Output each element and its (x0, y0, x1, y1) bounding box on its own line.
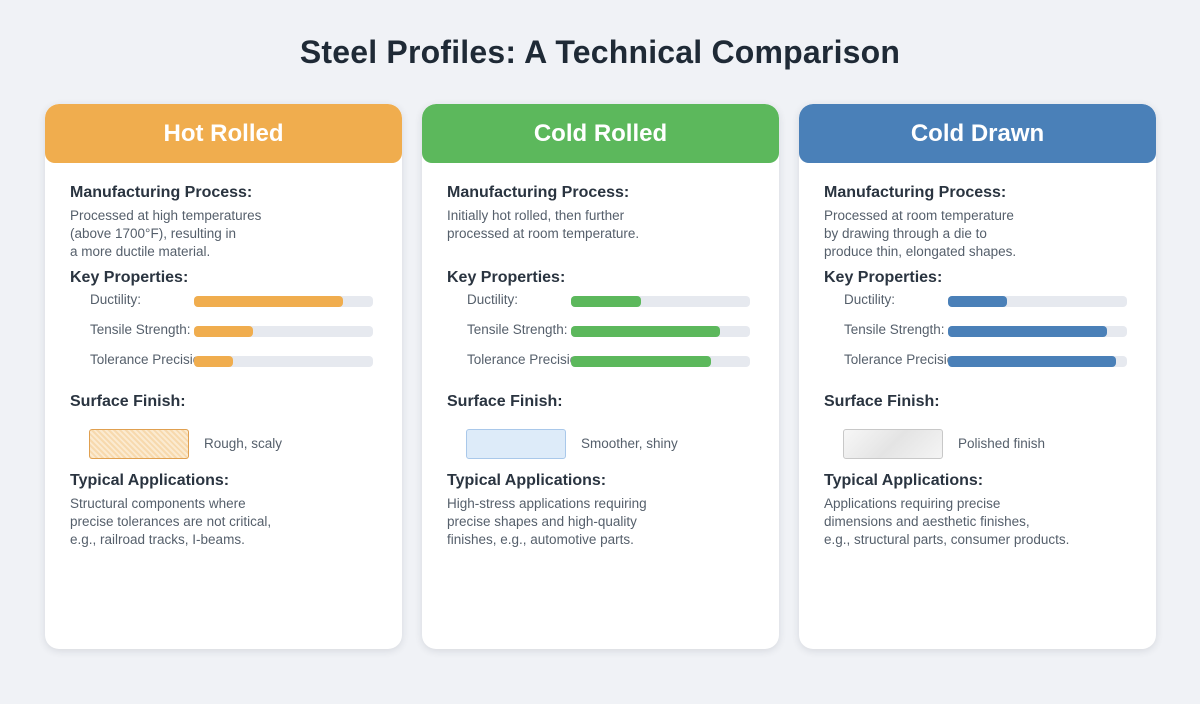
surface-swatch-rough (89, 429, 189, 459)
property-label: Ductility: (844, 292, 896, 307)
property-bar-fill (571, 326, 720, 337)
properties-heading: Key Properties: (447, 269, 566, 286)
card-hot-rolled: Hot Rolled Manufacturing Process: Proces… (45, 104, 402, 649)
property-bar-track (194, 356, 373, 367)
applications-text: High-stress applications requiring preci… (447, 496, 647, 547)
property-label: Tolerance Precision: (467, 352, 577, 367)
process-heading: Manufacturing Process: (824, 184, 1007, 201)
finish-heading: Surface Finish: (70, 393, 186, 410)
card-cold-rolled: Cold Rolled Manufacturing Process: Initi… (422, 104, 779, 649)
applications-text: Applications requiring precise dimension… (824, 496, 1070, 547)
property-tensile-strength: Tensile Strength: (90, 321, 375, 341)
property-bar-fill (571, 296, 641, 307)
process-text: Processed at room temperature by drawing… (824, 208, 1017, 259)
property-bar-track (571, 296, 750, 307)
property-bar-fill (948, 296, 1008, 307)
property-label: Tensile Strength: (90, 322, 191, 337)
finish-label: Polished finish (958, 436, 1046, 451)
finish-label: Rough, scaly (204, 436, 283, 451)
applications-text: Structural components where precise tole… (70, 496, 272, 547)
applications-heading: Typical Applications: (824, 472, 984, 489)
surface-swatch-smooth (466, 429, 566, 459)
finish-heading: Surface Finish: (447, 393, 563, 410)
property-bar-fill (194, 356, 234, 367)
property-label: Tolerance Precision: (90, 352, 200, 367)
applications-heading: Typical Applications: (447, 472, 607, 489)
card-header: Cold Drawn (799, 104, 1156, 163)
property-bar-track (194, 326, 373, 337)
property-ductility: Ductility: (844, 291, 1129, 311)
process-text: Initially hot rolled, then further proce… (447, 208, 640, 241)
property-bar-track (948, 296, 1127, 307)
property-bar-fill (571, 356, 711, 367)
properties-heading: Key Properties: (824, 269, 943, 286)
property-bar-track (571, 356, 750, 367)
property-bar-fill (194, 326, 254, 337)
finish-label: Smoother, shiny (581, 436, 678, 451)
applications-heading: Typical Applications: (70, 472, 230, 489)
property-label: Tolerance Precision: (844, 352, 954, 367)
property-tolerance-precision: Tolerance Precision: (467, 351, 752, 371)
property-tensile-strength: Tensile Strength: (467, 321, 752, 341)
property-bar-fill (948, 356, 1117, 367)
card-header: Hot Rolled (45, 104, 402, 163)
property-label: Tensile Strength: (467, 322, 568, 337)
properties-heading: Key Properties: (70, 269, 189, 286)
property-bar-fill (194, 296, 343, 307)
property-label: Ductility: (90, 292, 142, 307)
finish-heading: Surface Finish: (824, 393, 940, 410)
property-bar-track (571, 326, 750, 337)
process-text: Processed at high temperatures (above 17… (70, 208, 262, 259)
property-bar-fill (948, 326, 1108, 337)
card-header: Cold Rolled (422, 104, 779, 163)
page-title: Steel Profiles: A Technical Comparison (299, 34, 901, 70)
property-ductility: Ductility: (467, 291, 752, 311)
property-bar-track (194, 296, 373, 307)
property-label: Tensile Strength: (844, 322, 945, 337)
card-cold-drawn: Cold Drawn Manufacturing Process: Proces… (799, 104, 1156, 649)
process-heading: Manufacturing Process: (447, 184, 630, 201)
property-label: Ductility: (467, 292, 519, 307)
process-heading: Manufacturing Process: (70, 184, 253, 201)
property-tolerance-precision: Tolerance Precision: (844, 351, 1129, 371)
property-bar-track (948, 356, 1127, 367)
property-tensile-strength: Tensile Strength: (844, 321, 1129, 341)
property-tolerance-precision: Tolerance Precision: (90, 351, 375, 371)
property-bar-track (948, 326, 1127, 337)
property-ductility: Ductility: (90, 291, 375, 311)
surface-swatch-polished (843, 429, 943, 459)
